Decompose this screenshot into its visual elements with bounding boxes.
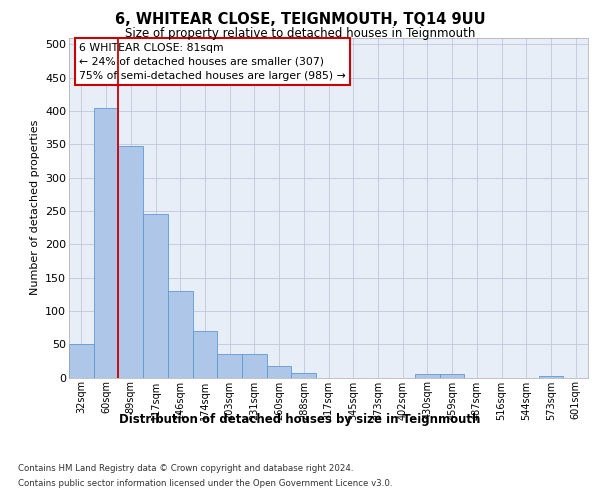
Bar: [242, 354, 267, 378]
Bar: [118, 146, 143, 378]
Bar: [193, 331, 217, 378]
Text: Distribution of detached houses by size in Teignmouth: Distribution of detached houses by size …: [119, 412, 481, 426]
Bar: [94, 108, 118, 378]
Bar: [217, 354, 242, 378]
Text: 6, WHITEAR CLOSE, TEIGNMOUTH, TQ14 9UU: 6, WHITEAR CLOSE, TEIGNMOUTH, TQ14 9UU: [115, 12, 485, 28]
Bar: [267, 366, 292, 378]
Bar: [69, 344, 94, 378]
Text: 6 WHITEAR CLOSE: 81sqm
← 24% of detached houses are smaller (307)
75% of semi-de: 6 WHITEAR CLOSE: 81sqm ← 24% of detached…: [79, 42, 346, 80]
Text: Contains public sector information licensed under the Open Government Licence v3: Contains public sector information licen…: [18, 479, 392, 488]
Bar: [292, 373, 316, 378]
Bar: [168, 291, 193, 378]
Y-axis label: Number of detached properties: Number of detached properties: [29, 120, 40, 295]
Text: Size of property relative to detached houses in Teignmouth: Size of property relative to detached ho…: [125, 28, 475, 40]
Text: Contains HM Land Registry data © Crown copyright and database right 2024.: Contains HM Land Registry data © Crown c…: [18, 464, 353, 473]
Bar: [539, 376, 563, 378]
Bar: [415, 374, 440, 378]
Bar: [440, 374, 464, 378]
Bar: [143, 214, 168, 378]
